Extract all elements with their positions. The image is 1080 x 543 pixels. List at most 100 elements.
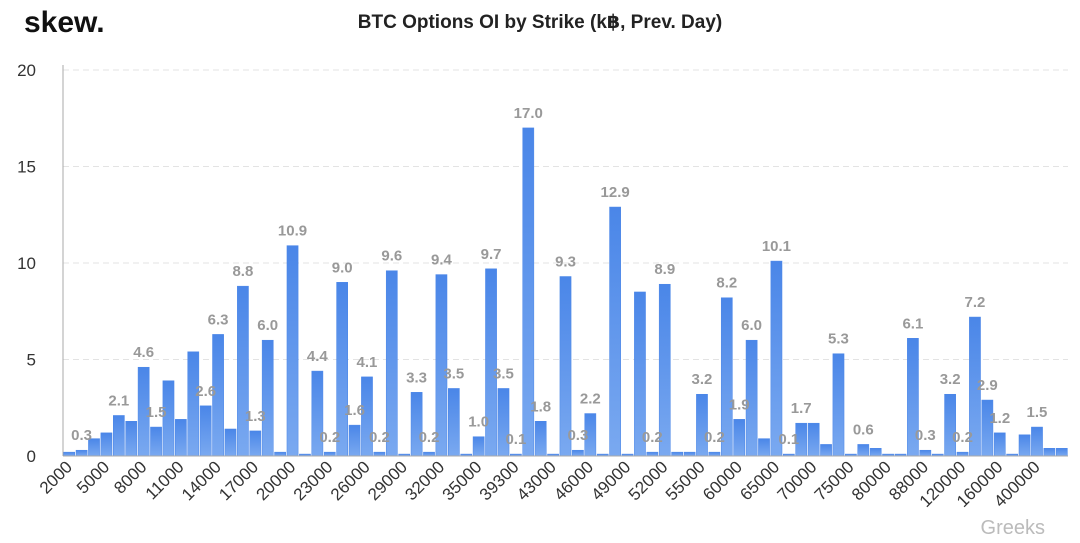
chart-title: BTC Options OI by Strike (k฿, Prev. Day) [358, 12, 722, 33]
bar [224, 428, 237, 457]
bar [832, 353, 845, 457]
data-label: 0.2 [642, 429, 663, 446]
data-label: 3.5 [493, 365, 514, 382]
data-label: 9.6 [381, 248, 402, 265]
data-label: 5.3 [828, 331, 849, 348]
y-tick-label: 0 [27, 447, 36, 466]
x-tick-label: 14000 [178, 457, 225, 504]
data-label: 1.7 [791, 400, 812, 417]
data-label: 4.1 [357, 354, 378, 371]
data-label: 3.5 [443, 365, 464, 382]
logo: skew. [24, 6, 105, 39]
x-tick-label: 2000 [36, 457, 76, 497]
bar [944, 393, 956, 457]
data-label: 6.0 [257, 317, 278, 334]
bar [286, 245, 299, 457]
data-label: 0.3 [71, 427, 92, 444]
data-label: 10.1 [762, 238, 791, 255]
x-tick-label: 65000 [736, 457, 783, 504]
bar [770, 260, 783, 457]
bar [1018, 434, 1031, 457]
data-label: 0.1 [505, 431, 526, 448]
data-label: 0.2 [319, 429, 340, 446]
data-label: 7.2 [965, 294, 986, 311]
bar [758, 438, 770, 457]
data-label: 8.2 [716, 275, 737, 292]
bar [448, 388, 460, 457]
x-tick-label: 17000 [215, 457, 262, 504]
data-label: 9.7 [481, 246, 502, 263]
data-label: 0.1 [778, 431, 799, 448]
data-label: 1.0 [468, 414, 489, 431]
x-tick-label: 32000 [401, 457, 448, 504]
bar [671, 451, 683, 457]
x-tick-label: 20000 [252, 457, 299, 504]
bar [857, 444, 870, 457]
data-label: 3.2 [692, 371, 713, 388]
data-label: 9.0 [332, 259, 353, 276]
bar [410, 392, 423, 457]
bar [807, 422, 820, 457]
data-label: 10.9 [278, 223, 307, 240]
watermark: Greeks [981, 517, 1045, 539]
data-label: 2.2 [580, 391, 601, 408]
data-label: 9.4 [431, 252, 453, 269]
data-label: 0.2 [369, 429, 390, 446]
data-label: 0.2 [419, 429, 440, 446]
bar [187, 351, 200, 457]
x-tick-label: 5000 [73, 457, 113, 497]
data-label: 0.6 [853, 421, 874, 438]
data-label: 8.9 [654, 261, 675, 278]
data-label: 1.3 [245, 408, 266, 425]
y-tick-label: 10 [17, 254, 36, 273]
bar [113, 415, 125, 457]
bar [100, 432, 113, 457]
bar [733, 419, 746, 457]
bar [869, 448, 882, 457]
data-label: 0.2 [704, 429, 725, 446]
data-label: 9.3 [555, 254, 576, 271]
data-label: 1.6 [344, 402, 365, 419]
y-tick-label: 20 [17, 61, 36, 80]
data-label: 1.8 [530, 398, 551, 415]
bar [1055, 448, 1068, 457]
bar [75, 449, 88, 457]
x-tick-label: 75000 [811, 457, 858, 504]
data-label: 2.9 [977, 377, 998, 394]
bar [472, 436, 485, 457]
data-label: 17.0 [514, 105, 543, 122]
x-tick-label: 46000 [550, 457, 597, 504]
bar [572, 449, 584, 457]
data-label: 4.4 [307, 348, 329, 365]
x-tick-label: 29000 [364, 457, 411, 504]
data-label: 1.5 [146, 404, 167, 421]
bar [981, 399, 994, 457]
bar [696, 393, 708, 457]
data-label: 1.5 [1027, 404, 1048, 421]
data-label: 3.3 [406, 369, 427, 386]
x-tick-label: 26000 [327, 457, 374, 504]
bar [919, 449, 932, 457]
bar [274, 451, 286, 457]
bar [683, 451, 696, 457]
x-tick-label: 80000 [848, 457, 895, 504]
y-tick-label: 5 [27, 351, 36, 370]
x-tick-label: 49000 [587, 457, 634, 504]
x-tick-label: 55000 [662, 457, 709, 504]
data-label: 0.2 [952, 429, 973, 446]
bar [199, 405, 212, 457]
bar [646, 451, 659, 457]
bar [348, 424, 361, 457]
bar [993, 432, 1006, 457]
x-tick-label: 39300 [476, 457, 523, 504]
bar [150, 426, 162, 457]
bar [63, 451, 76, 457]
data-label: 6.0 [741, 317, 762, 334]
y-tick-label: 15 [17, 158, 36, 177]
x-tick-label: 11000 [142, 457, 188, 503]
x-tick-label: 35000 [439, 457, 486, 504]
data-label: 4.6 [133, 344, 154, 361]
data-label: 8.8 [232, 263, 253, 280]
bar [820, 444, 832, 457]
bar [175, 419, 187, 457]
